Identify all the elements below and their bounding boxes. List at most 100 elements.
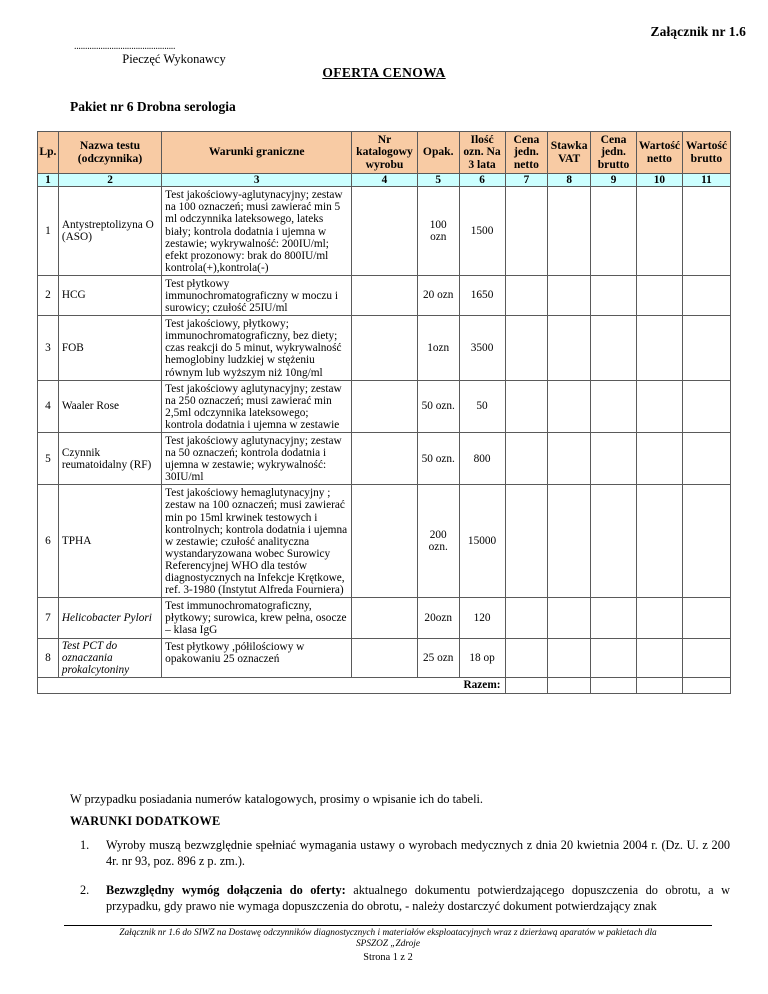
cell-lp: 7 [37,597,59,639]
col-number-8: 8 [547,173,592,188]
cell-unit-price-gross[interactable] [590,431,637,486]
cell-unit-price-gross[interactable] [590,274,637,317]
cell-value-gross[interactable] [681,484,732,599]
cell-unit-price-gross[interactable] [590,379,637,434]
cell-test-name: Antystreptolizyna O (ASO) [57,186,163,276]
additional-conditions-list: 1. Wyroby muszą bezwzględnie spełniać wy… [70,838,730,928]
cell-vat-rate[interactable] [547,637,592,678]
cell-value-net[interactable] [635,315,683,381]
packet-heading: Pakiet nr 6 Drobna serologia [70,99,236,114]
cell-value-net[interactable] [635,637,683,678]
cell-unit-price-net[interactable] [504,379,549,434]
cell-unit-price-gross[interactable] [590,484,637,599]
cell-value-net[interactable] [635,274,683,317]
cell-unit-price-net[interactable] [504,637,549,678]
col-header-unit-price-gross: Cena jedn. brutto [590,130,637,175]
cell-value-gross[interactable] [681,274,732,317]
cell-unit-price-gross[interactable] [590,597,637,639]
table-total-row: Razem: [37,676,732,694]
cell-vat-rate[interactable] [547,431,592,486]
footer-line-2: SPSZOZ „Zdroje [356,939,420,949]
cell-package: 1ozn [416,315,460,381]
cell-value-net[interactable] [635,431,683,486]
cell-unit-price-net[interactable] [504,186,549,276]
cell-value-net[interactable] [635,379,683,434]
table-row: 7 Helicobacter Pylori Test immunochromat… [37,597,732,639]
catalog-number-note: W przypadku posiadania numerów katalogow… [70,792,483,806]
cell-test-name: Waaler Rose [57,379,163,434]
cell-test-name: FOB [57,315,163,381]
col-number-3: 3 [161,173,353,188]
cell-quantity: 3500 [458,315,506,381]
table-row: 4 Waaler Rose Test jakościowy aglutynacy… [37,379,732,434]
cell-vat-rate[interactable] [547,597,592,639]
cell-value-gross[interactable] [681,186,732,276]
cell-value-net[interactable] [635,484,683,599]
cell-value-gross[interactable] [681,637,732,678]
cell-catalog-number[interactable] [351,274,418,317]
cell-value-net[interactable] [635,186,683,276]
cell-vat-rate[interactable] [547,315,592,381]
cell-value-gross[interactable] [681,597,732,639]
cell-unit-price-net[interactable] [504,484,549,599]
table-row: 8 Test PCT do oznaczania prokalcytoniny … [37,637,732,678]
cell-vat-rate[interactable] [547,274,592,317]
table-row: 3 FOB Test jakościowy, płytkowy; immunoc… [37,315,732,381]
cell-unit-price-net[interactable] [504,431,549,486]
col-number-10: 10 [635,173,683,188]
cell-value-gross[interactable] [681,379,732,434]
cell-quantity: 18 op [458,637,506,678]
cell-catalog-number[interactable] [351,431,418,486]
footer-line-1: Załącznik nr 1.6 do SIWZ na Dostawę odcz… [119,928,657,938]
cell-value-gross[interactable] [681,431,732,486]
cell-value-gross[interactable] [681,315,732,381]
col-header-vat-rate: Stawka VAT [547,130,592,175]
cell-unit-price-net[interactable] [504,274,549,317]
cell-value-net[interactable] [635,597,683,639]
cell-unit-price-net[interactable] [504,315,549,381]
cell-catalog-number[interactable] [351,315,418,381]
cell-catalog-number[interactable] [351,637,418,678]
cell-catalog-number[interactable] [351,597,418,639]
cell-unit-price-net[interactable] [504,597,549,639]
list-item-number: 2. [80,883,90,897]
col-number-11: 11 [681,173,732,188]
col-number-1: 1 [37,173,59,188]
total-vat-rate[interactable] [547,676,592,694]
cell-lp: 8 [37,637,59,678]
cell-unit-price-gross[interactable] [590,637,637,678]
cell-conditions: Test jakościowy aglutynacyjny; zestaw na… [161,379,353,434]
cell-catalog-number[interactable] [351,484,418,599]
cell-catalog-number[interactable] [351,379,418,434]
total-value-gross[interactable] [681,676,732,694]
total-unit-price-gross[interactable] [590,676,637,694]
table-header-row: Lp. Nazwa testu (odczynnika) Warunki gra… [37,130,732,175]
cell-package: 50 ozn. [416,431,460,486]
cell-lp: 1 [37,186,59,276]
list-item-number: 1. [80,838,90,852]
footer-page-number: Strona 1 z 2 [363,952,413,963]
cell-unit-price-gross[interactable] [590,315,637,381]
col-header-package: Opak. [416,130,460,175]
cell-unit-price-gross[interactable] [590,186,637,276]
col-header-lp: Lp. [37,130,59,175]
stamp-dotted-line: ........................................… [74,42,176,51]
cell-test-name: TPHA [57,484,163,599]
additional-conditions-heading: WARUNKI DODATKOWE [70,814,221,828]
total-value-net[interactable] [635,676,683,694]
list-item-text: Wyroby muszą bezwzględnie spełniać wymag… [106,838,730,868]
cell-vat-rate[interactable] [547,484,592,599]
cell-vat-rate[interactable] [547,186,592,276]
cell-test-name: HCG [57,274,163,317]
cell-lp: 3 [37,315,59,381]
cell-package: 20ozn [416,597,460,639]
cell-catalog-number[interactable] [351,186,418,276]
list-item-bold-prefix: Bezwzględny wymóg dołączenia do oferty: [106,883,346,897]
cell-package: 25 ozn [416,637,460,678]
total-unit-price-net[interactable] [504,676,549,694]
col-header-value-net: Wartość netto [635,130,683,175]
attachment-reference: Załącznik nr 1.6 [650,24,746,39]
cell-vat-rate[interactable] [547,379,592,434]
col-number-9: 9 [590,173,637,188]
